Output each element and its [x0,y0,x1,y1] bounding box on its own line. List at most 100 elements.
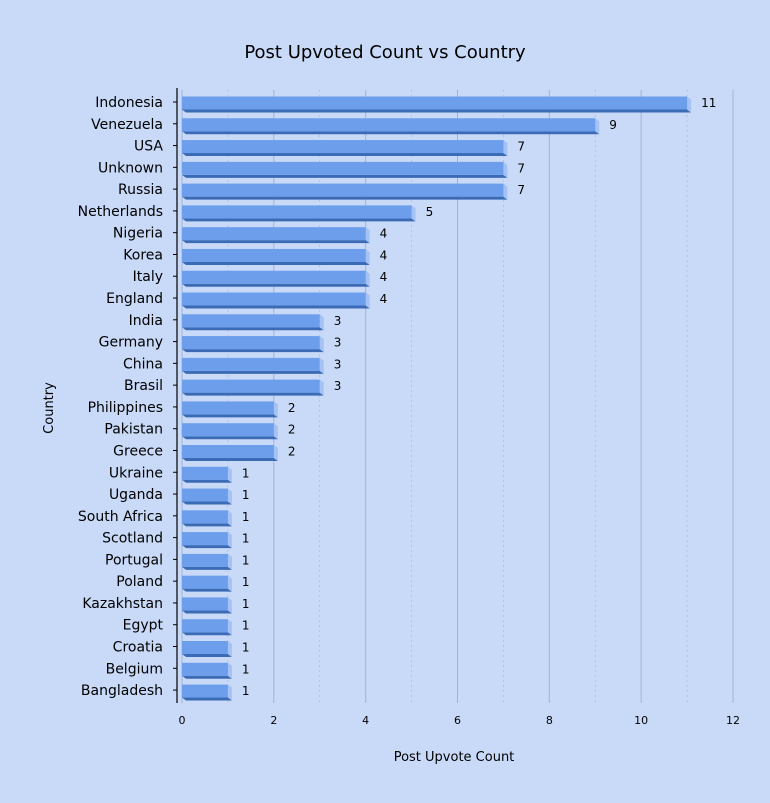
bar-shadow [182,153,508,157]
value-label: 3 [334,336,342,350]
value-label: 1 [242,510,250,524]
category-label: Uganda [109,487,163,503]
value-label: 7 [517,183,525,197]
category-label: India [129,313,163,329]
category-label: Unknown [98,160,163,176]
bar [182,575,228,589]
category-label: Ukraine [109,465,163,481]
category-label: Italy [133,269,163,285]
category-label: Portugal [105,552,163,568]
bar [182,510,228,524]
bar-end [227,641,232,657]
category-label: Kazakhstan [82,596,163,612]
bar-shadow [182,109,692,113]
x-tick-label: 2 [270,714,277,727]
bar [182,227,366,241]
bar-end [319,336,324,353]
x-tick-label: 0 [179,714,186,727]
bar [182,423,274,437]
bar-end [365,248,370,265]
bar-end [319,379,324,396]
bar [182,292,366,306]
category-label: Egypt [123,618,164,634]
bar-shadow [182,501,232,505]
category-label: Scotland [102,531,163,547]
bar [182,662,228,676]
bar [182,379,320,393]
category-label: Russia [118,182,163,198]
bar-shadow [182,545,232,549]
value-label: 3 [334,379,342,393]
value-label: 1 [242,662,250,676]
category-label: Bangladesh [81,683,163,699]
category-label: Croatia [113,640,163,656]
value-label: 2 [288,444,296,458]
value-label: 4 [380,270,388,284]
value-label: 7 [517,140,525,154]
bar [182,314,320,328]
x-ticks-group: 0 2 4 6 8 10 12 [179,714,741,727]
value-label: 1 [242,532,250,546]
bar-shadow [182,436,278,440]
bar [182,140,504,154]
bar [182,270,366,284]
y-axis-title: Country [42,382,57,434]
grid-lines [181,90,734,703]
bar-end [227,532,232,549]
bar-end [227,510,232,527]
bar [182,401,274,415]
x-tick-label: 8 [546,714,553,727]
bar-end [365,270,370,287]
bar [182,248,366,262]
bar-shadow [182,131,600,135]
bar-end [319,357,324,374]
bar [182,161,504,175]
value-label: 7 [517,161,525,175]
value-label: 4 [380,292,388,306]
value-label: 1 [242,488,250,502]
bar-shadow [182,349,324,353]
x-tick-label: 6 [454,714,461,727]
bar-end [411,205,416,222]
bar [182,553,228,567]
x-axis-title: Post Upvote Count [394,750,515,765]
bar-end [503,140,508,157]
bar [182,619,228,633]
bar-end [227,662,232,679]
value-label: 1 [242,553,250,567]
bar-shadow [182,457,278,461]
bar-shadow [182,479,232,483]
bar-end [227,466,232,483]
bar-shadow [182,305,370,309]
bar-shadow [182,327,324,331]
value-label: 3 [334,314,342,328]
bar-end [595,118,600,135]
bar-end [365,227,370,244]
bar-shadow [182,283,370,287]
category-label: Nigeria [113,226,163,242]
bar [182,532,228,546]
x-tick-label: 10 [634,714,648,727]
bar-end [227,488,232,505]
bar-end [365,292,370,309]
bar-end [227,684,232,701]
bar-shadow [182,675,232,679]
bar-end [319,314,324,331]
value-label: 2 [288,401,296,415]
bar-end [273,423,278,440]
bar [182,357,320,371]
category-label: England [106,291,163,307]
bar-end [227,619,232,636]
bar-shadow [182,218,416,222]
value-label: 2 [288,423,296,437]
bar-end [503,161,508,178]
bar-shadow [182,414,278,418]
bar-shadow [182,392,324,396]
category-label: Indonesia [95,95,163,111]
category-label: Belgium [106,661,163,677]
category-label: Netherlands [78,204,163,220]
value-label: 1 [242,575,250,589]
bar-shadow [182,196,508,200]
value-label: 1 [242,684,250,698]
bar-end [687,96,692,113]
